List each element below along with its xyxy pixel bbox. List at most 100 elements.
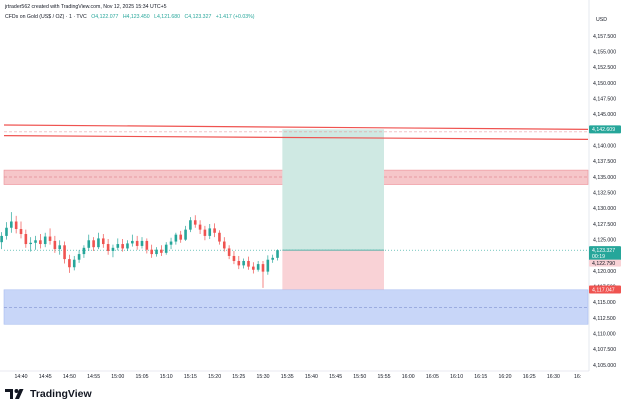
ohlc-low: L4,121.680: [154, 14, 181, 20]
price-labels-layer: 4,142.609 4,117.047 4,123.32700:194,122.79…: [589, 125, 621, 294]
candle-body: [58, 245, 62, 250]
candle-body: [179, 234, 183, 240]
candle-1514: [184, 225, 187, 241]
current-price-label-bg: [589, 246, 621, 261]
target-price-label[interactable]: 4,142.609: [589, 125, 621, 134]
candle-1444: [39, 234, 42, 249]
candle-body: [5, 227, 8, 236]
stop-price-label-text: 4,117.047: [592, 287, 615, 293]
candle-1522: [222, 237, 226, 252]
target-price-label-text: 4,142.609: [592, 127, 615, 133]
x-tick-label: 15:35: [281, 374, 294, 380]
candle-body: [150, 249, 153, 255]
symbol-name: CFDs on Gold (US$ / OZ) · 1 · TVC: [5, 14, 87, 20]
candle-1526: [242, 258, 245, 269]
candle-1509: [160, 245, 163, 256]
resistance-line-1[interactable]: [3, 124, 589, 130]
candle-body: [252, 266, 255, 270]
candles-layer: [0, 212, 279, 288]
price-chart[interactable]: USD 4,105.000 4,107.500 4,110.000 4,112.500 4…: [0, 0, 625, 385]
candle-body: [116, 244, 120, 248]
long-position-stop-zone[interactable]: [282, 250, 384, 290]
y-tick-label: 4,127.500: [593, 222, 616, 228]
candle-body: [121, 244, 124, 249]
candle-1523: [227, 245, 231, 260]
candle-body: [92, 240, 95, 248]
candle-body: [72, 259, 76, 268]
candle-body: [189, 220, 192, 230]
candle-body: [218, 232, 221, 242]
x-tick-label: 15:30: [257, 374, 270, 380]
y-tick-label: 4,135.000: [593, 175, 616, 181]
y-tick-label: 4,130.000: [593, 206, 616, 212]
target-price-label-bg: [589, 125, 621, 134]
candle-1506: [145, 238, 149, 254]
candle-1520: [213, 223, 216, 238]
long-position-target-zone[interactable]: [282, 129, 384, 251]
candle-body: [232, 255, 236, 261]
candle-1445: [43, 232, 47, 248]
ohlc-high: H4,123.450: [122, 14, 150, 20]
candle-body: [203, 229, 207, 236]
candle-1533: [276, 249, 279, 261]
candle-body: [247, 260, 250, 267]
stop-price-label[interactable]: 4,117.047: [589, 285, 621, 294]
x-tick-label: 15:00: [111, 374, 124, 380]
x-tick-label: 15:25: [232, 374, 245, 380]
candle-body: [184, 229, 187, 240]
candle-1442: [29, 237, 32, 252]
x-tick-label: 15:50: [353, 374, 366, 380]
y-tick-label: 4,140.000: [593, 143, 616, 149]
x-tick-label: 14:40: [15, 374, 28, 380]
y-tick-label: 4,147.500: [593, 96, 616, 102]
candle-body: [82, 247, 86, 255]
countdown-text: 00:19: [592, 254, 605, 260]
y-tick-label: 4,125.000: [593, 237, 616, 243]
candle-1459: [111, 244, 115, 258]
y-tick-label: 4,150.000: [593, 81, 616, 87]
x-tick-label: 16:10: [450, 374, 463, 380]
candle-1457: [101, 234, 105, 248]
candle-1453: [82, 245, 86, 258]
candle-body: [135, 240, 139, 246]
candle-body: [53, 240, 57, 250]
candle-body: [34, 240, 37, 243]
candle-1519: [208, 224, 212, 240]
candle-body: [87, 240, 91, 248]
ohlc-close: C4,123.327: [184, 14, 212, 20]
candle-body: [19, 229, 23, 235]
y-tick-label: 4,107.500: [593, 347, 616, 353]
candle-body: [227, 248, 231, 256]
x-tick-label: 15:10: [160, 374, 173, 380]
candle-1439: [14, 215, 18, 234]
resistance-line-2[interactable]: [3, 135, 589, 140]
y-tick-label: 4,120.000: [593, 269, 616, 275]
candle-body: [39, 240, 42, 245]
candle-1512: [174, 232, 178, 245]
candle-body: [145, 240, 149, 250]
candle-1513: [179, 230, 183, 243]
candle-1446: [48, 228, 52, 245]
tradingview-logo-icon: [5, 389, 24, 399]
candle-1454: [87, 234, 91, 251]
tradingview-brand[interactable]: TradingView: [5, 388, 92, 400]
candle-body: [48, 236, 52, 241]
demand-zone[interactable]: [3, 289, 589, 325]
candle-body: [169, 241, 173, 245]
candle-1508: [155, 247, 158, 257]
entry-price-label[interactable]: 4,122.790: [589, 259, 621, 267]
candle-1505: [140, 237, 144, 249]
drawing-zones-layer: [3, 124, 589, 325]
candle-1440: [19, 221, 23, 239]
candle-1436: [0, 232, 3, 250]
candle-1500: [116, 238, 120, 251]
symbol-legend[interactable]: CFDs on Gold (US$ / OZ) · 1 · TVC O4,122…: [5, 14, 254, 20]
candle-body: [10, 221, 13, 228]
candle-1518: [203, 225, 207, 241]
y-tick-label: 4,115.000: [593, 300, 616, 306]
candle-1511: [169, 237, 173, 250]
ohlc-change: +1.417 (+0.03%): [215, 14, 255, 20]
x-tick-label: 16:00: [402, 374, 415, 380]
x-tick-label: 15:55: [378, 374, 391, 380]
